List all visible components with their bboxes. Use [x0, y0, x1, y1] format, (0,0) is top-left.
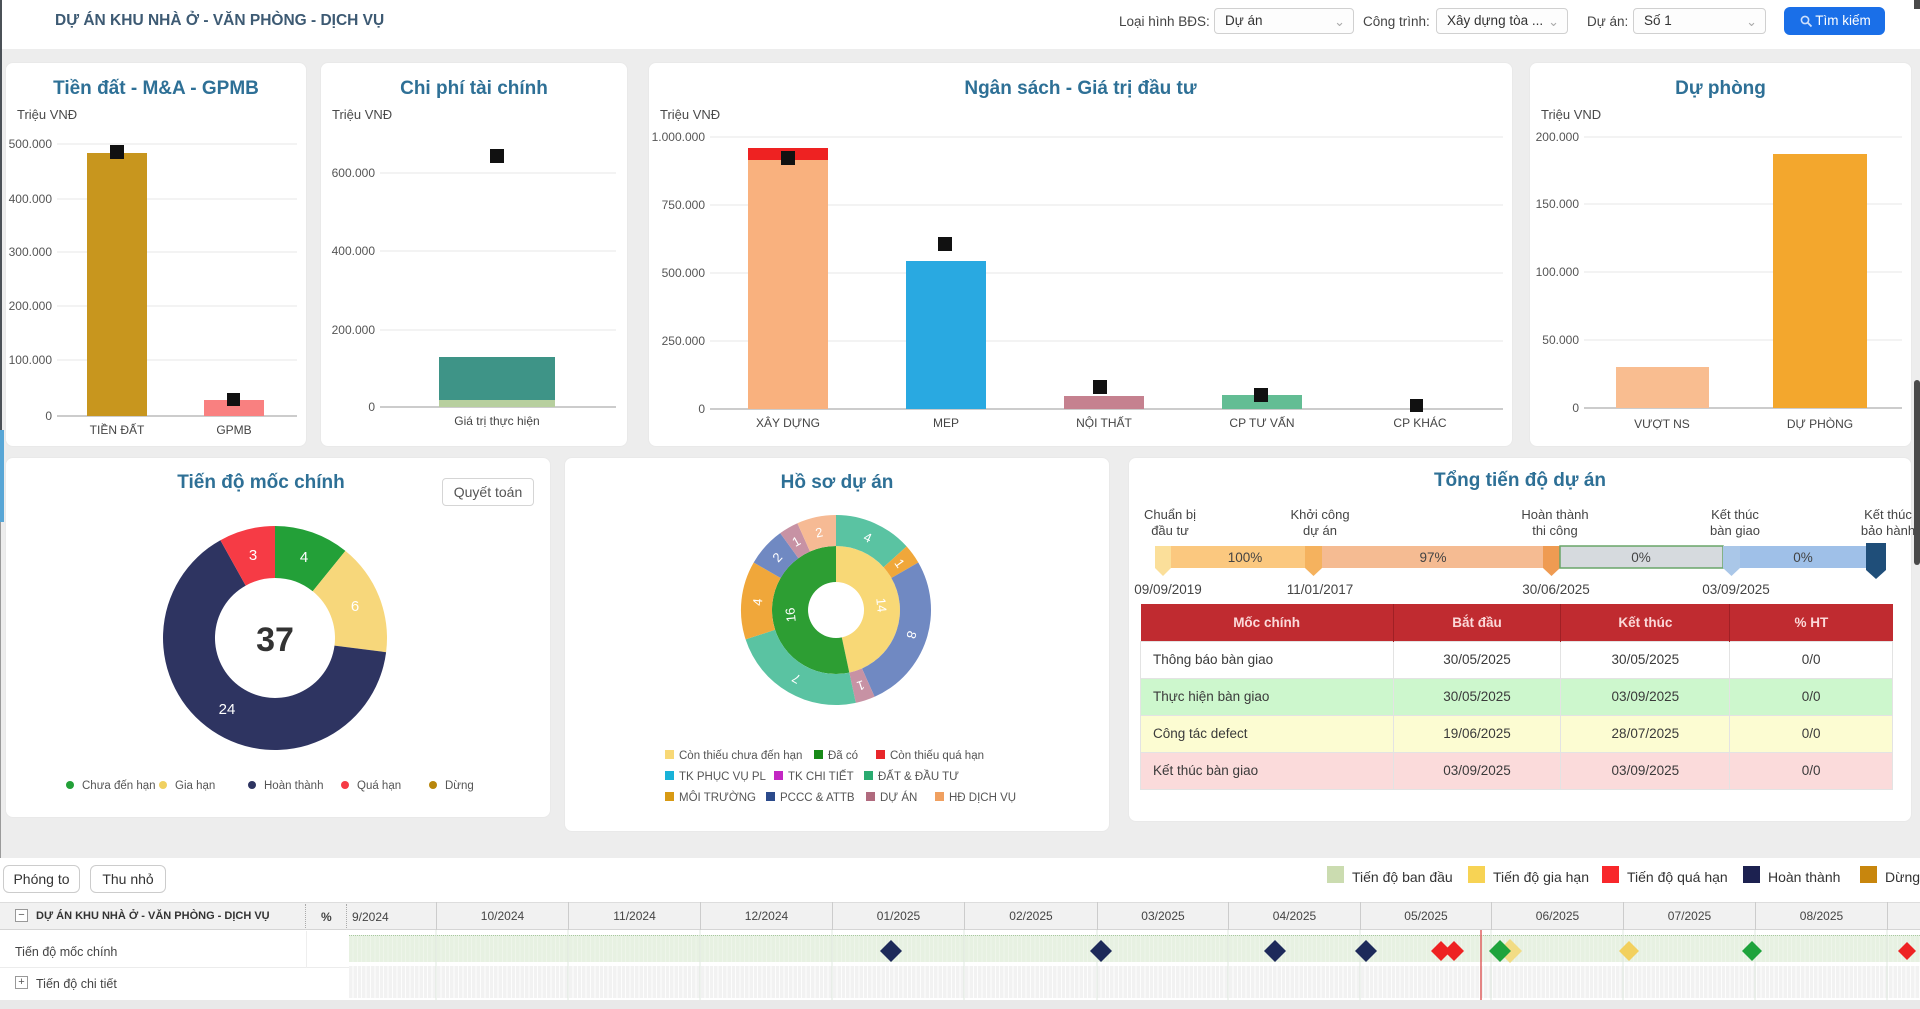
svg-text:Khởi công: Khởi công [1290, 507, 1349, 522]
svg-text:CP TƯ VẤN: CP TƯ VẤN [1229, 415, 1294, 430]
svg-text:thi công: thi công [1532, 523, 1578, 538]
svg-text:bảo hành: bảo hành [1861, 523, 1915, 538]
svg-text:TIỀN ĐẤT: TIỀN ĐẤT [90, 422, 145, 437]
svg-text:16: 16 [782, 607, 798, 623]
svg-text:ĐẤT & ĐẦU TƯ: ĐẤT & ĐẦU TƯ [878, 770, 959, 783]
svg-text:4: 4 [750, 598, 766, 607]
svg-text:100.000: 100.000 [1536, 265, 1580, 279]
svg-text:CP KHÁC: CP KHÁC [1393, 415, 1446, 430]
svg-text:200.000: 200.000 [332, 323, 376, 337]
svg-text:Còn thiếu chưa đến hạn: Còn thiếu chưa đến hạn [679, 750, 802, 762]
svg-text:DỰ ÁN: DỰ ÁN [880, 791, 917, 804]
svg-text:XÂY DỰNG: XÂY DỰNG [756, 415, 820, 430]
svg-text:09/09/2019: 09/09/2019 [1134, 582, 1202, 597]
svg-text:Hoàn thành: Hoàn thành [264, 780, 323, 792]
svg-text:NỘI THẤT: NỘI THẤT [1076, 415, 1132, 430]
svg-text:0: 0 [368, 400, 375, 414]
svg-text:250.000: 250.000 [662, 334, 706, 348]
svg-text:97%: 97% [1419, 550, 1446, 565]
svg-text:TK PHỤC VỤ PL: TK PHỤC VỤ PL [679, 771, 767, 783]
svg-text:150.000: 150.000 [1536, 197, 1580, 211]
svg-text:1: 1 [855, 677, 867, 694]
svg-text:2: 2 [814, 524, 824, 540]
svg-text:11/01/2017: 11/01/2017 [1287, 582, 1354, 597]
svg-text:MÔI TRƯỜNG: MÔI TRƯỜNG [679, 791, 756, 804]
svg-text:600.000: 600.000 [332, 166, 376, 180]
svg-text:0: 0 [1572, 401, 1579, 415]
svg-text:300.000: 300.000 [9, 245, 53, 259]
svg-text:0%: 0% [1631, 550, 1651, 565]
svg-text:Kết thúc: Kết thúc [1864, 507, 1912, 522]
svg-text:Dừng: Dừng [445, 780, 474, 792]
svg-text:400.000: 400.000 [9, 192, 53, 206]
svg-text:VƯỢT NS: VƯỢT NS [1634, 417, 1690, 431]
svg-text:100%: 100% [1228, 550, 1263, 565]
svg-text:24: 24 [219, 701, 236, 718]
svg-text:Còn thiếu quá hạn: Còn thiếu quá hạn [890, 750, 984, 762]
svg-text:Quá hạn: Quá hạn [357, 780, 401, 792]
svg-text:8: 8 [903, 629, 920, 641]
svg-text:Chưa đến hạn: Chưa đến hạn [82, 780, 156, 792]
svg-text:Gia hạn: Gia hạn [175, 780, 215, 792]
svg-text:MEP: MEP [933, 416, 959, 430]
svg-text:Hoàn thành: Hoàn thành [1521, 507, 1588, 522]
svg-text:Đã có: Đã có [828, 750, 858, 762]
svg-text:GPMB: GPMB [216, 423, 251, 437]
svg-text:0: 0 [45, 409, 52, 423]
svg-text:4: 4 [300, 549, 308, 566]
svg-text:400.000: 400.000 [332, 244, 376, 258]
svg-text:HĐ DỊCH VỤ: HĐ DỊCH VỤ [949, 792, 1016, 804]
svg-text:500.000: 500.000 [662, 266, 706, 280]
svg-text:Kết thúc: Kết thúc [1711, 507, 1759, 522]
svg-text:500.000: 500.000 [9, 137, 53, 151]
svg-text:14: 14 [873, 597, 889, 613]
svg-text:0%: 0% [1793, 550, 1813, 565]
svg-text:50.000: 50.000 [1542, 333, 1579, 347]
svg-text:200.000: 200.000 [9, 299, 53, 313]
svg-text:Giá trị thực hiện: Giá trị thực hiện [454, 414, 539, 428]
svg-text:750.000: 750.000 [662, 198, 706, 212]
svg-text:1.000.000: 1.000.000 [652, 130, 706, 144]
svg-text:6: 6 [351, 598, 359, 615]
svg-text:Chuẩn bị: Chuẩn bị [1144, 507, 1196, 522]
svg-text:3: 3 [249, 547, 257, 564]
svg-text:30/06/2025: 30/06/2025 [1522, 582, 1590, 597]
svg-text:200.000: 200.000 [1536, 130, 1580, 144]
svg-text:03/09/2025: 03/09/2025 [1702, 582, 1770, 597]
svg-text:DỰ PHÒNG: DỰ PHÒNG [1787, 416, 1853, 431]
svg-text:37: 37 [256, 621, 294, 659]
svg-text:bàn giao: bàn giao [1710, 523, 1760, 538]
svg-text:TK CHI TIẾT: TK CHI TIẾT [788, 770, 854, 783]
svg-text:dự án: dự án [1303, 523, 1337, 538]
svg-text:0: 0 [698, 402, 705, 416]
svg-text:100.000: 100.000 [9, 353, 53, 367]
svg-text:PCCC & ATTB: PCCC & ATTB [780, 792, 855, 804]
svg-text:đầu tư: đầu tư [1151, 523, 1189, 538]
